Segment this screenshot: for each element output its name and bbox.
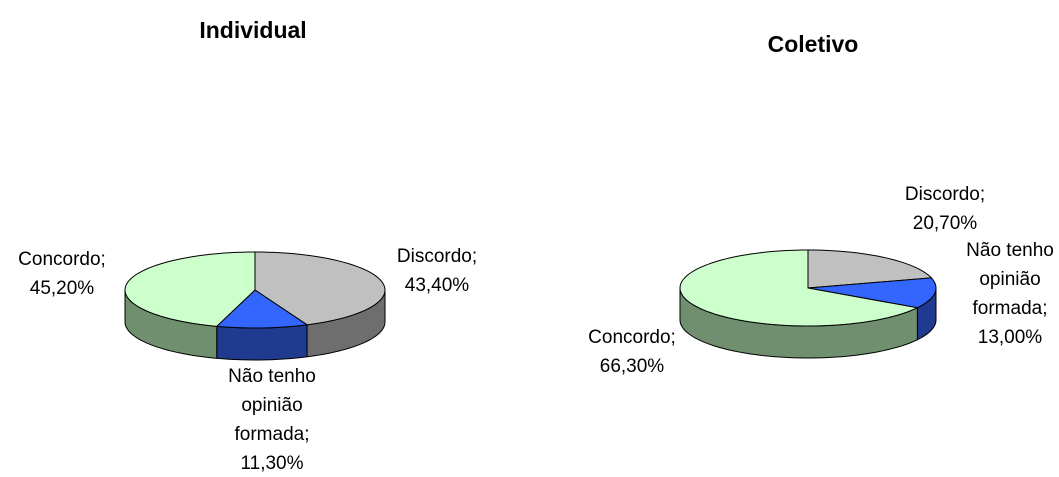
slice bbox=[124, 251, 256, 327]
slice-side bbox=[216, 324, 308, 361]
slice-label: Não tenho opinião formada; bbox=[228, 366, 316, 445]
slice-label: Discordo; bbox=[397, 246, 477, 267]
slice bbox=[679, 249, 919, 327]
slice bbox=[807, 249, 933, 289]
value-label: 43,40% bbox=[405, 275, 470, 296]
slice-label: Concordo; bbox=[18, 249, 106, 270]
chart-title: Coletivo bbox=[768, 31, 859, 57]
slice-label: Discordo; bbox=[905, 184, 985, 205]
slice-label: Concordo; bbox=[588, 327, 676, 348]
value-label: 45,20% bbox=[30, 278, 95, 299]
slice bbox=[254, 251, 386, 326]
slice-label: Não tenho opinião formada; bbox=[966, 240, 1054, 319]
slice bbox=[215, 289, 309, 329]
value-label: 20,70% bbox=[913, 213, 978, 234]
value-label: 66,30% bbox=[600, 356, 665, 377]
slice bbox=[807, 277, 937, 309]
chart-title: Individual bbox=[199, 17, 306, 43]
value-label: 13,00% bbox=[978, 327, 1043, 348]
value-label: 11,30% bbox=[240, 453, 303, 474]
